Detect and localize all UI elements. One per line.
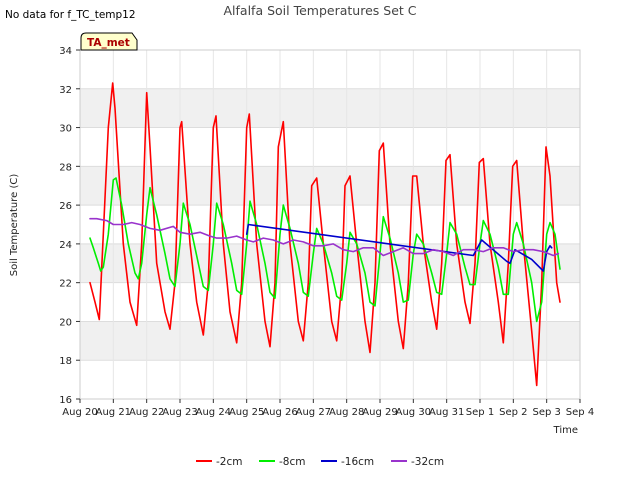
chart-title: Alfalfa Soil Temperatures Set C bbox=[224, 3, 417, 18]
y-axis-ticks: 16 18 20 22 24 26 28 30 32 34 bbox=[59, 46, 80, 406]
plot-band bbox=[80, 88, 580, 128]
legend-label: -16cm bbox=[341, 456, 374, 468]
x-tick-label: Aug 22 bbox=[129, 407, 164, 418]
y-tick-label: 20 bbox=[59, 317, 72, 328]
y-tick-label: 34 bbox=[59, 46, 72, 57]
x-tick-label: Aug 21 bbox=[96, 407, 131, 418]
y-tick-label: 18 bbox=[59, 356, 72, 367]
plot-band bbox=[80, 321, 580, 361]
legend-item: -8cm bbox=[259, 456, 305, 468]
x-tick-label: Aug 27 bbox=[296, 407, 331, 418]
x-tick-label: Sep 3 bbox=[532, 407, 560, 418]
y-tick-label: 32 bbox=[59, 85, 72, 96]
plot-band bbox=[80, 243, 580, 283]
y-tick-label: 26 bbox=[59, 201, 72, 212]
y-tick-label: 28 bbox=[59, 162, 72, 173]
series-line-2cmcm-line bbox=[89, 82, 561, 387]
x-tick-label: Aug 25 bbox=[229, 407, 264, 418]
legend-label: -8cm bbox=[279, 456, 305, 468]
series-layer bbox=[89, 82, 561, 387]
x-tick-label: Aug 26 bbox=[262, 407, 297, 418]
x-tick-label: Sep 2 bbox=[499, 407, 527, 418]
x-tick-label: Aug 24 bbox=[196, 407, 231, 418]
y-tick-label: 22 bbox=[59, 279, 72, 290]
y-axis-label: Soil Temperature (C) bbox=[9, 174, 20, 277]
y-tick-label: 30 bbox=[59, 124, 72, 135]
x-tick-label: Aug 31 bbox=[429, 407, 464, 418]
x-axis-label: Time bbox=[553, 425, 578, 436]
legend: -2cm -8cm -16cm -32cm bbox=[196, 456, 444, 468]
legend-item: -32cm bbox=[391, 456, 444, 468]
x-tick-label: Aug 30 bbox=[396, 407, 431, 418]
ta-met-tag[interactable]: TA_met bbox=[80, 32, 138, 51]
y-tick-label: 24 bbox=[59, 240, 72, 251]
plot-area bbox=[79, 49, 581, 400]
tag-label: TA_met bbox=[87, 37, 130, 49]
legend-item: -2cm bbox=[196, 456, 242, 468]
x-tick-label: Sep 4 bbox=[566, 407, 594, 418]
x-tick-label: Aug 28 bbox=[329, 407, 364, 418]
legend-label: -2cm bbox=[216, 456, 242, 468]
plot-band bbox=[80, 166, 580, 206]
legend-item: -16cm bbox=[321, 456, 374, 468]
y-tick-label: 16 bbox=[59, 395, 72, 406]
legend-label: -32cm bbox=[411, 456, 444, 468]
series-line-8cmcm-line bbox=[89, 177, 561, 323]
no-data-text: No data for f_TC_temp12 bbox=[5, 9, 136, 21]
x-tick-label: Aug 29 bbox=[362, 407, 397, 418]
x-tick-label: Sep 1 bbox=[466, 407, 494, 418]
tag-box bbox=[80, 32, 138, 51]
series-line-32cmcm-line bbox=[89, 217, 560, 257]
x-tick-label: Aug 20 bbox=[62, 407, 97, 418]
x-tick-label: Aug 23 bbox=[162, 407, 197, 418]
